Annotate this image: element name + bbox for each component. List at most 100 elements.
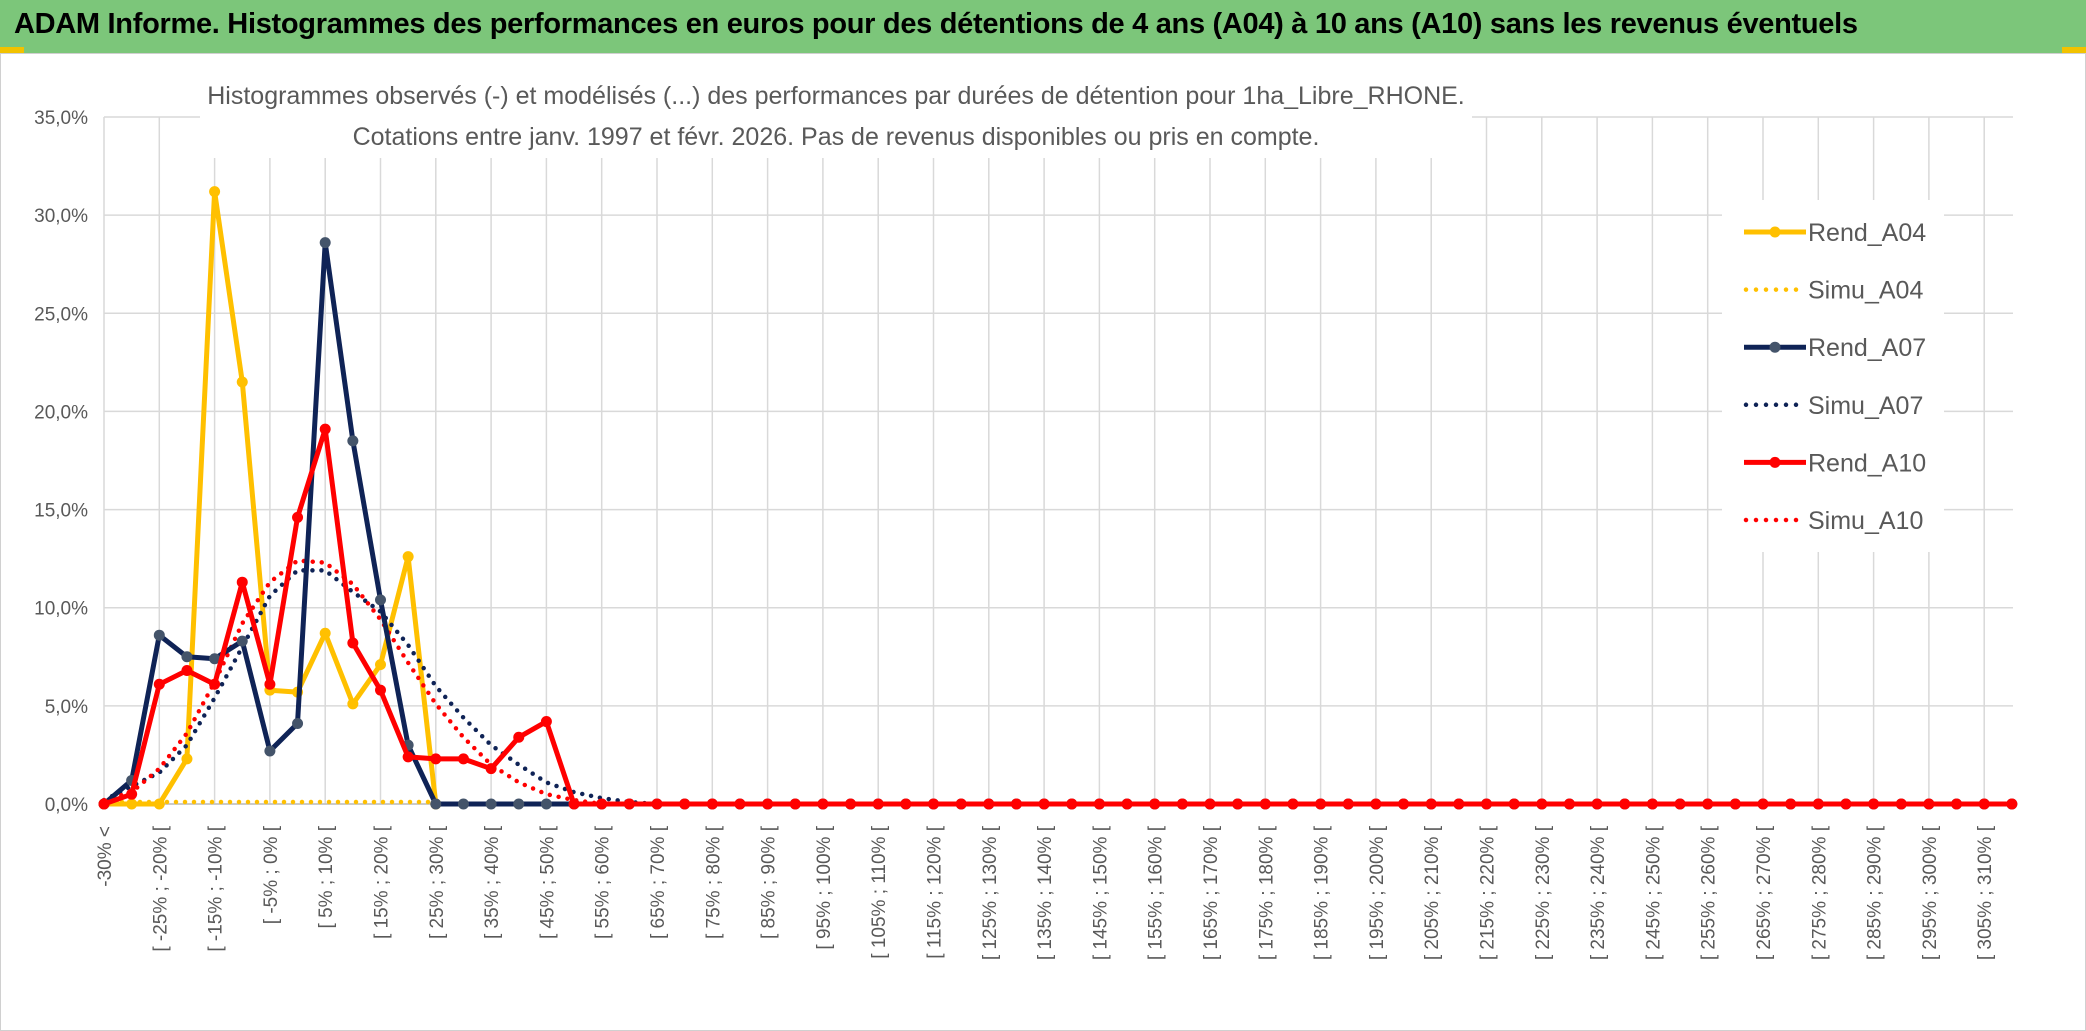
data-point-rend-a07 xyxy=(153,629,165,641)
y-tick-label: 15,0% xyxy=(34,501,88,522)
y-tick-label: 20,0% xyxy=(34,402,88,423)
chart-gridlines xyxy=(103,116,2013,805)
x-tick-label: [ 285% ; 290% [ xyxy=(1865,825,1886,960)
data-point-rend-a10 xyxy=(485,763,497,775)
data-point-rend-a10 xyxy=(1591,798,1603,810)
data-point-rend-a10 xyxy=(2006,798,2018,810)
banner-corner-accent-left xyxy=(0,47,24,53)
data-point-rend-a10 xyxy=(1315,798,1327,810)
x-tick-label: [ 185% ; 190% [ xyxy=(1312,825,1333,960)
legend-item-simu-a04: Simu_A04 xyxy=(1743,277,1923,305)
data-point-rend-a10 xyxy=(264,678,276,690)
data-point-rend-a10 xyxy=(1951,798,1963,810)
legend-item-simu-a07: Simu_A07 xyxy=(1743,392,1923,420)
data-point-rend-a10 xyxy=(1508,798,1520,810)
data-point-rend-a10 xyxy=(513,731,525,743)
data-point-rend-a10 xyxy=(955,798,967,810)
data-point-rend-a10 xyxy=(596,798,608,810)
x-tick-label: [ 245% ; 250% [ xyxy=(1643,825,1664,960)
data-point-rend-a04 xyxy=(402,551,414,563)
data-point-rend-a10 xyxy=(1259,798,1271,810)
x-tick-label: [ 105% ; 110% [ xyxy=(869,825,890,958)
x-tick-label: [ 55% ; 60% [ xyxy=(593,825,614,939)
chart-title-background xyxy=(200,76,1472,158)
x-tick-label: [ 25% ; 30% [ xyxy=(427,825,448,939)
data-point-rend-a10 xyxy=(1149,798,1161,810)
series-line-rend-a10 xyxy=(101,426,2015,807)
data-point-rend-a10 xyxy=(1481,798,1492,810)
y-tick-label: 0,0% xyxy=(45,795,88,816)
data-point-rend-a10 xyxy=(1757,798,1769,810)
x-tick-label: [ 175% ; 180% [ xyxy=(1256,825,1277,960)
data-point-rend-a07 xyxy=(485,798,497,810)
data-point-rend-a10 xyxy=(1619,798,1631,810)
y-tick-label: 25,0% xyxy=(34,304,88,325)
y-tick-label: 30,0% xyxy=(34,206,88,227)
chart-subtitle: Cotations entre janv. 1997 et févr. 2026… xyxy=(353,123,1320,151)
y-tick-label: 5,0% xyxy=(45,697,88,718)
data-point-rend-a10 xyxy=(734,798,746,810)
series-simu-a07 xyxy=(101,568,715,807)
data-point-rend-a07 xyxy=(347,435,359,447)
data-point-rend-a07 xyxy=(209,653,221,665)
x-tick-label: [ -15% ; -10% [ xyxy=(206,825,227,951)
x-tick-label: [ 215% ; 220% [ xyxy=(1478,825,1499,960)
data-point-rend-a10 xyxy=(126,788,138,800)
x-tick-label: [ 35% ; 40% [ xyxy=(482,825,503,939)
data-point-rend-a10 xyxy=(1093,798,1105,810)
data-point-rend-a07 xyxy=(292,718,304,730)
x-tick-label: [ 15% ; 20% [ xyxy=(372,825,393,939)
data-point-rend-a10 xyxy=(1425,798,1437,810)
x-tick-label: [ 115% ; 120% [ xyxy=(925,825,946,958)
legend-item-rend-a07: Rend_A07 xyxy=(1744,334,1926,362)
data-point-rend-a10 xyxy=(1232,798,1244,810)
x-tick-label: [ 225% ; 230% [ xyxy=(1533,825,1554,960)
data-point-rend-a10 xyxy=(319,423,331,435)
data-point-rend-a07 xyxy=(319,237,331,249)
series-simu-a10 xyxy=(101,558,687,807)
legend-label: Rend_A07 xyxy=(1808,334,1926,362)
data-point-rend-a10 xyxy=(153,678,165,690)
data-point-rend-a10 xyxy=(568,798,580,810)
data-point-rend-a10 xyxy=(98,798,110,810)
data-point-rend-a10 xyxy=(651,798,663,810)
data-point-rend-a07 xyxy=(513,798,525,810)
series-line-simu-a07 xyxy=(101,568,715,807)
x-tick-label: [ 255% ; 260% [ xyxy=(1699,825,1720,960)
data-point-rend-a10 xyxy=(209,678,221,690)
data-point-rend-a10 xyxy=(983,798,995,810)
data-point-rend-a10 xyxy=(540,716,552,728)
data-point-rend-a04 xyxy=(375,659,386,671)
data-point-rend-a10 xyxy=(402,751,414,763)
legend-marker xyxy=(1769,341,1781,353)
y-axis-ticks: 0,0% 5,0% 10,0% 15,0% 20,0% 25,0% 30,0% 35,0% xyxy=(34,108,88,816)
report-banner: ADAM Informe. Histogrammes des performan… xyxy=(0,0,2086,53)
data-point-rend-a10 xyxy=(1923,798,1935,810)
x-tick-label: [ 95% ; 100% [ xyxy=(814,825,835,949)
data-point-rend-a10 xyxy=(1398,798,1410,810)
data-point-rend-a04 xyxy=(319,627,331,639)
legend-item-rend-a10: Rend_A10 xyxy=(1744,449,1926,477)
data-point-rend-a10 xyxy=(1812,798,1824,810)
data-point-rend-a07 xyxy=(264,745,276,757)
data-point-rend-a10 xyxy=(900,798,912,810)
x-tick-label: [ 5% ; 10% [ xyxy=(316,825,337,928)
series-rend-a10 xyxy=(98,423,2018,810)
data-point-rend-a10 xyxy=(845,798,857,810)
data-point-rend-a07 xyxy=(457,798,469,810)
data-point-rend-a04 xyxy=(126,798,138,810)
data-point-rend-a07 xyxy=(375,594,386,606)
chart-title: Histogrammes observés (-) et modélisés (… xyxy=(207,82,1465,110)
data-point-rend-a07 xyxy=(236,635,248,647)
data-point-rend-a04 xyxy=(236,376,248,388)
data-point-rend-a10 xyxy=(181,665,193,677)
data-point-rend-a10 xyxy=(1176,798,1188,810)
x-tick-label: [ 195% ; 200% [ xyxy=(1367,825,1388,960)
data-point-rend-a10 xyxy=(1702,798,1714,810)
data-point-rend-a10 xyxy=(623,798,635,810)
data-point-rend-a07 xyxy=(430,798,442,810)
data-point-rend-a10 xyxy=(1785,798,1797,810)
x-tick-label: [ 205% ; 210% [ xyxy=(1422,825,1443,960)
legend-label: Rend_A10 xyxy=(1808,449,1926,477)
